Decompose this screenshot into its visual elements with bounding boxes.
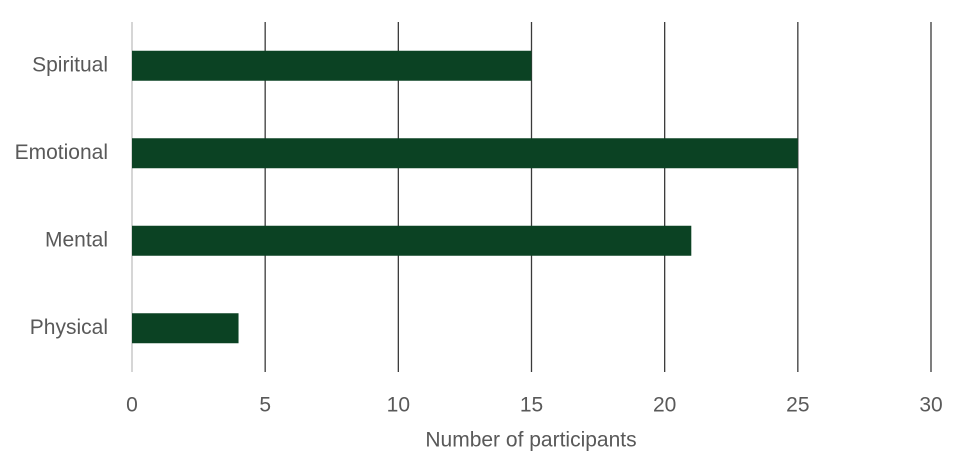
y-tick-label: Physical <box>30 316 108 339</box>
x-tick-label: 0 <box>126 394 138 417</box>
bar <box>132 50 532 81</box>
x-tick-label: 10 <box>387 394 410 417</box>
x-tick-label: 5 <box>259 394 271 417</box>
x-tick-label: 20 <box>653 394 676 417</box>
y-tick-label: Spiritual <box>32 53 108 76</box>
bar <box>132 313 239 344</box>
x-tick-label: 15 <box>520 394 543 417</box>
y-tick-label: Mental <box>45 228 108 251</box>
bar <box>132 225 692 256</box>
x-axis-label: Number of participants <box>425 429 636 452</box>
x-tick-label: 30 <box>919 394 942 417</box>
x-tick-label: 25 <box>786 394 809 417</box>
y-tick-label: Emotional <box>15 141 108 164</box>
bar <box>132 138 798 169</box>
